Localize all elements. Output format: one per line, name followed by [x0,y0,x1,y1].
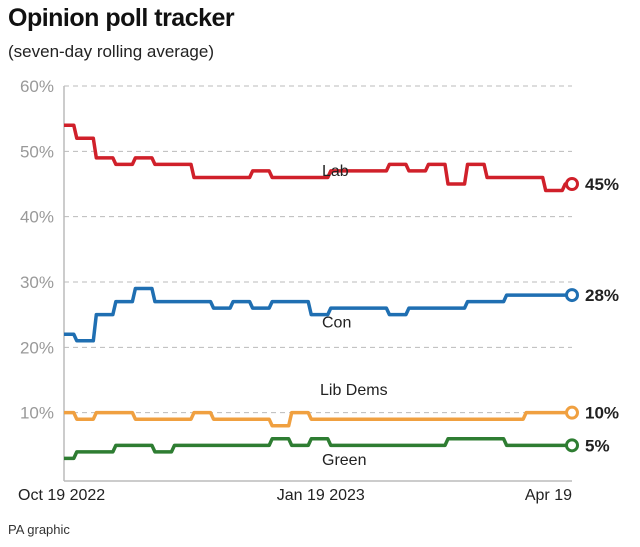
y-tick-label: 10% [20,404,54,423]
chart-title: Opinion poll tracker [8,4,235,32]
end-point-marker [565,288,579,303]
series-line-green [64,437,572,461]
y-tick-label: 20% [20,338,54,357]
series-line-lib-dems [64,410,572,428]
end-value-label: 10% [585,404,619,423]
series-label: Lib Dems [320,382,388,399]
x-tick-label: Jan 19 2023 [277,487,365,504]
y-tick-label: 50% [20,142,54,161]
series-line-con [64,286,572,343]
credit: PA graphic [8,522,70,537]
y-tick-label: 30% [20,273,54,292]
end-value-label: 28% [585,286,619,305]
end-value-label: 45% [585,175,619,194]
end-value-label: 5% [585,436,610,455]
chart-subtitle: (seven-day rolling average) [8,42,214,61]
y-tick-label: 40% [20,208,54,227]
x-tick-label: Apr 19 [525,487,572,504]
end-point-marker [565,405,579,420]
series-label: Green [322,452,366,469]
x-tick-label: Oct 19 2022 [18,487,105,504]
end-point-marker [565,177,579,191]
y-tick-label: 60% [20,77,54,96]
series-line-lab [64,123,572,193]
series-label: Con [322,315,351,332]
series-label: Lab [322,163,349,180]
end-point-marker [565,438,579,453]
